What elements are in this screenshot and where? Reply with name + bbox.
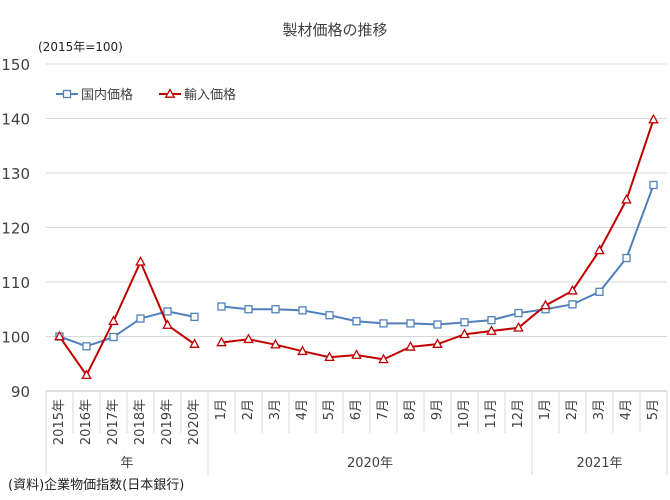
domestic-price-point	[406, 319, 415, 328]
import-price-point	[189, 338, 200, 348]
y-tick-label: 110	[1, 274, 30, 292]
x-tick-label: 4月	[295, 399, 310, 420]
x-tick-label: 2019年	[160, 399, 175, 445]
legend-domestic-label: 国内価格	[81, 87, 133, 103]
import-price-point	[567, 284, 578, 295]
domestic-price-point	[190, 312, 199, 322]
domestic-price-point	[244, 305, 253, 314]
x-tick-label: 1月	[538, 399, 553, 420]
y-tick-label: 90	[11, 383, 30, 401]
domestic-price-point	[649, 180, 658, 190]
x-tick-label: 8月	[403, 399, 418, 420]
domestic-price-point	[325, 311, 334, 320]
domestic-price-point	[109, 332, 118, 342]
y-tick-label: 100	[1, 329, 30, 347]
import-price-point	[54, 330, 65, 341]
import-price-point	[162, 319, 173, 329]
x-tick-label: 3月	[592, 399, 607, 420]
y-tick-label: 120	[1, 220, 30, 238]
x-tick-label: 4月	[619, 399, 634, 420]
x-tick-label: 10月	[457, 399, 472, 429]
import-price-point	[351, 349, 362, 359]
group-label: 2021年	[576, 456, 622, 471]
import-price-point	[108, 315, 119, 326]
legend-import-marker	[164, 88, 176, 98]
import-price-point	[432, 338, 443, 348]
domestic-price-point	[568, 300, 577, 309]
x-tick-label: 9月	[430, 399, 445, 420]
import-price-point	[405, 340, 416, 351]
domestic-price-line	[221, 184, 655, 326]
domestic-price-point	[271, 305, 280, 314]
domestic-price-point	[460, 318, 469, 327]
domestic-price-point	[136, 314, 145, 323]
x-tick-label: 2015年	[52, 399, 67, 445]
x-tick-label: 1月	[214, 399, 229, 420]
source-note: (資料)企業物価指数(日本銀行)	[8, 477, 184, 493]
domestic-price-point	[487, 315, 496, 325]
import-price-point	[216, 336, 227, 347]
import-price-point	[459, 328, 470, 339]
x-tick-label: 2017年	[106, 399, 121, 445]
x-tick-label: 2月	[565, 399, 580, 420]
unit-label: (2015年=100)	[38, 40, 123, 54]
import-price-point	[621, 193, 632, 204]
y-tick-label: 130	[1, 165, 30, 183]
y-tick-label: 150	[1, 56, 30, 74]
legend-domestic-marker	[62, 89, 72, 99]
x-tick-label: 12月	[511, 399, 526, 429]
import-price-point	[135, 255, 146, 266]
x-tick-label: 3月	[268, 399, 283, 420]
x-tick-label: 7月	[376, 399, 391, 420]
import-price-point	[378, 353, 389, 364]
import-price-line	[58, 259, 196, 378]
domestic-price-point	[379, 319, 388, 328]
domestic-price-point	[595, 287, 604, 296]
x-tick-label: 5月	[646, 399, 661, 420]
import-price-point	[594, 244, 605, 255]
y-tick-label: 140	[1, 111, 30, 129]
import-price-point	[81, 369, 92, 380]
x-tick-label: 6月	[349, 399, 364, 420]
domestic-price-point	[514, 308, 523, 318]
domestic-price-line	[59, 310, 195, 348]
x-tick-label: 2018年	[133, 399, 148, 445]
domestic-price-point	[217, 302, 226, 311]
group-label: 年	[120, 456, 133, 471]
x-tick-label: 11月	[484, 399, 499, 429]
x-tick-label: 2月	[241, 399, 256, 420]
domestic-price-point	[82, 342, 91, 351]
x-tick-label: 5月	[322, 399, 337, 420]
import-price-point	[297, 345, 308, 356]
legend-import-label: 輸入価格	[184, 87, 236, 103]
domestic-price-point	[163, 307, 172, 316]
x-tick-label: 2020年	[187, 399, 202, 445]
import-price-point	[648, 113, 659, 124]
group-label: 2020年	[347, 456, 393, 471]
import-price-point	[324, 351, 335, 362]
domestic-price-point	[622, 253, 631, 263]
domestic-price-point	[298, 306, 307, 315]
domestic-price-point	[352, 317, 361, 326]
import-price-point	[270, 338, 281, 349]
import-price-point	[540, 299, 551, 310]
chart-title: 製材価格の推移	[282, 21, 387, 39]
import-price-point	[486, 325, 497, 335]
domestic-price-point	[433, 320, 442, 329]
import-price-point	[243, 333, 254, 344]
import-price-point	[513, 321, 524, 332]
x-tick-label: 2016年	[79, 399, 94, 445]
